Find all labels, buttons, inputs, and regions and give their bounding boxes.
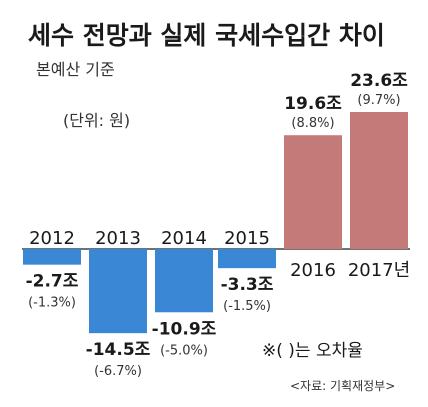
bar-2014 xyxy=(155,249,213,313)
tick-label-1: 2013 xyxy=(95,228,141,249)
value-label-4: 19.6조 xyxy=(284,94,342,114)
unit-label: (단위: 원) xyxy=(63,111,130,130)
value-label-2: -10.9조 xyxy=(152,319,217,339)
tick-label-5: 2017년 xyxy=(348,260,410,281)
percent-label-3: (-1.5%) xyxy=(223,299,271,314)
bar-2012 xyxy=(23,249,81,265)
tick-label-2: 2014 xyxy=(161,228,207,249)
bar-2016 xyxy=(284,135,342,249)
value-label-3: -3.3조 xyxy=(221,275,274,295)
bars-group xyxy=(23,112,408,334)
value-label-5: 23.6조 xyxy=(350,71,408,91)
data-labels: -2.7조 (-1.3%) -14.5조 (-6.7%) -10.9조 (-5.0%) -3… xyxy=(26,71,409,379)
percent-label-4: (8.8%) xyxy=(291,116,334,131)
value-label-1: -14.5조 xyxy=(86,340,151,360)
bar-2013 xyxy=(89,249,147,334)
error-rate-note: ※( )는 오차율 xyxy=(262,341,363,361)
percent-label-0: (-1.3%) xyxy=(28,296,76,311)
tick-label-4: 2016 xyxy=(290,260,336,281)
source-label: <자료: 기획재정부> xyxy=(290,379,395,393)
tick-label-3: 2015 xyxy=(224,228,270,249)
chart-subtitle: 본예산 기준 xyxy=(36,60,115,79)
tick-labels: 2012 2013 2014 2015 2016 2017년 xyxy=(29,228,410,281)
chart-title: 세수 전망과 실제 국세수입간 차이 xyxy=(28,21,385,50)
value-label-0: -2.7조 xyxy=(26,272,79,292)
percent-label-2: (-5.0%) xyxy=(160,343,208,358)
percent-label-5: (9.7%) xyxy=(357,93,400,108)
percent-label-1: (-6.7%) xyxy=(94,364,142,379)
tick-label-0: 2012 xyxy=(29,228,75,249)
bar-2017년 xyxy=(350,112,408,249)
bar-2015 xyxy=(218,249,276,269)
